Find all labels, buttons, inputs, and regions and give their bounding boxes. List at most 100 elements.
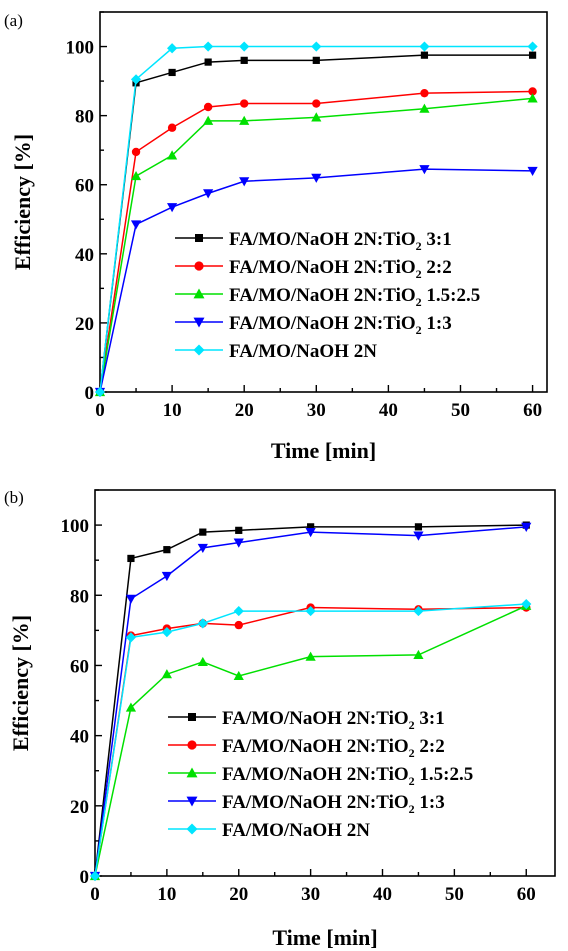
data-point [307, 523, 315, 531]
x-tick-label: 30 [307, 400, 326, 421]
legend-item: FA/MO/NaOH 2N:TiO2 3:1 [168, 708, 445, 732]
panel-label: (b) [4, 488, 24, 507]
panel-label: (a) [4, 11, 23, 30]
data-point [233, 670, 244, 681]
legend-item: FA/MO/NaOH 2N:TiO2 2:2 [175, 257, 452, 281]
data-point [311, 173, 322, 183]
data-point [414, 523, 423, 531]
legend-label: FA/MO/NaOH 2N:TiO2 2:2 [222, 736, 445, 760]
x-tick-label: 20 [229, 884, 248, 905]
series-path [94, 606, 527, 877]
series-line-4 [89, 522, 532, 882]
data-point [203, 115, 214, 125]
data-point [235, 526, 243, 534]
data-point [240, 56, 248, 64]
data-point [239, 41, 250, 52]
series-path [94, 603, 527, 877]
y-tick-label: 20 [70, 797, 89, 818]
y-tick-label: 40 [70, 727, 89, 748]
legend-item: FA/MO/NaOH 2N:TiO2 1:3 [168, 792, 445, 816]
data-point [239, 177, 250, 187]
data-point [311, 112, 322, 122]
y-tick-label: 40 [75, 245, 94, 266]
data-point [127, 554, 135, 563]
legend-marker [186, 823, 198, 835]
series-line-4 [94, 165, 538, 398]
data-point [527, 93, 538, 103]
series-path [94, 524, 527, 877]
x-tick-label: 60 [523, 400, 542, 421]
data-point [420, 88, 429, 98]
data-point [203, 189, 214, 199]
legend-marker [186, 796, 198, 807]
data-point [413, 605, 424, 617]
y-tick-label: 0 [85, 383, 95, 404]
x-tick-label: 50 [451, 400, 470, 421]
data-point [419, 41, 430, 52]
panel-a: (a) 0 10 20 30 40 50 60 0 20 40 60 80 100 Time [min] Ef… [4, 11, 548, 463]
x-axis-title: Time [min] [272, 925, 377, 950]
legend-label: FA/MO/NaOH 2N:TiO2 1.5:2.5 [222, 764, 473, 788]
data-point [197, 543, 208, 553]
data-point [168, 68, 176, 77]
legend-item: FA/MO/NaOH 2N:TiO2 1:3 [175, 313, 452, 337]
y-tick-label: 60 [75, 176, 94, 197]
series-path [94, 526, 527, 877]
data-point [312, 56, 320, 64]
legend: FA/MO/NaOH 2N:TiO2 3:1 FA/MO/NaOH 2N:TiO2… [168, 708, 473, 841]
data-point [233, 538, 244, 548]
data-point [527, 41, 538, 52]
series-line-3 [89, 600, 532, 881]
legend-label: FA/MO/NaOH 2N:TiO2 2:2 [229, 257, 452, 281]
data-point [419, 165, 430, 175]
plot-frame [94, 489, 556, 877]
legend-label: FA/MO/NaOH 2N:TiO2 3:1 [229, 229, 452, 253]
data-point [311, 41, 322, 52]
series-path [99, 54, 533, 393]
legend-label: FA/MO/NaOH 2N:TiO2 1.5:2.5 [229, 285, 480, 309]
data-point [203, 41, 214, 52]
panel-b: (b) 0 10 20 30 40 50 60 0 20 40 60 80 100 Time [min] Ef… [4, 488, 556, 950]
series-path [99, 168, 533, 393]
data-point [130, 170, 142, 181]
series-path [99, 45, 533, 393]
data-point [166, 150, 178, 160]
legend-marker [195, 234, 203, 242]
data-point [163, 546, 171, 554]
y-tick-label: 20 [75, 314, 94, 335]
data-point [199, 528, 207, 536]
data-point [234, 620, 243, 630]
data-point [312, 99, 321, 108]
legend-marker [186, 767, 198, 778]
data-point [203, 102, 213, 112]
data-point [528, 51, 537, 59]
data-point [521, 598, 532, 610]
data-point [305, 605, 316, 617]
legend-label: FA/MO/NaOH 2N [222, 820, 370, 841]
x-tick-label: 10 [163, 400, 182, 421]
legend-marker [194, 261, 204, 271]
data-point [233, 605, 244, 617]
data-point [89, 870, 101, 882]
data-point [197, 618, 208, 629]
data-point [94, 386, 106, 398]
data-point [239, 99, 249, 108]
data-point [305, 528, 316, 538]
x-tick-label: 50 [445, 884, 464, 905]
x-tick-label: 20 [235, 400, 254, 421]
y-tick-label: 80 [75, 107, 94, 128]
data-point [130, 74, 142, 85]
legend: FA/MO/NaOH 2N:TiO2 3:1 FA/MO/NaOH 2N:TiO2… [175, 229, 480, 362]
legend-marker [193, 344, 205, 356]
series-line-5 [89, 598, 532, 882]
legend-item: FA/MO/NaOH 2N:TiO2 1.5:2.5 [168, 764, 473, 788]
y-tick-label: 60 [70, 656, 89, 677]
data-point [131, 147, 141, 157]
y-axis-title: Efficiency [%] [8, 615, 33, 751]
legend-label: FA/MO/NaOH 2N [229, 341, 377, 362]
legend-marker [193, 288, 205, 299]
series-path [99, 97, 533, 393]
data-point [125, 702, 137, 712]
legend-item: FA/MO/NaOH 2N [168, 820, 370, 841]
data-point [305, 651, 316, 661]
